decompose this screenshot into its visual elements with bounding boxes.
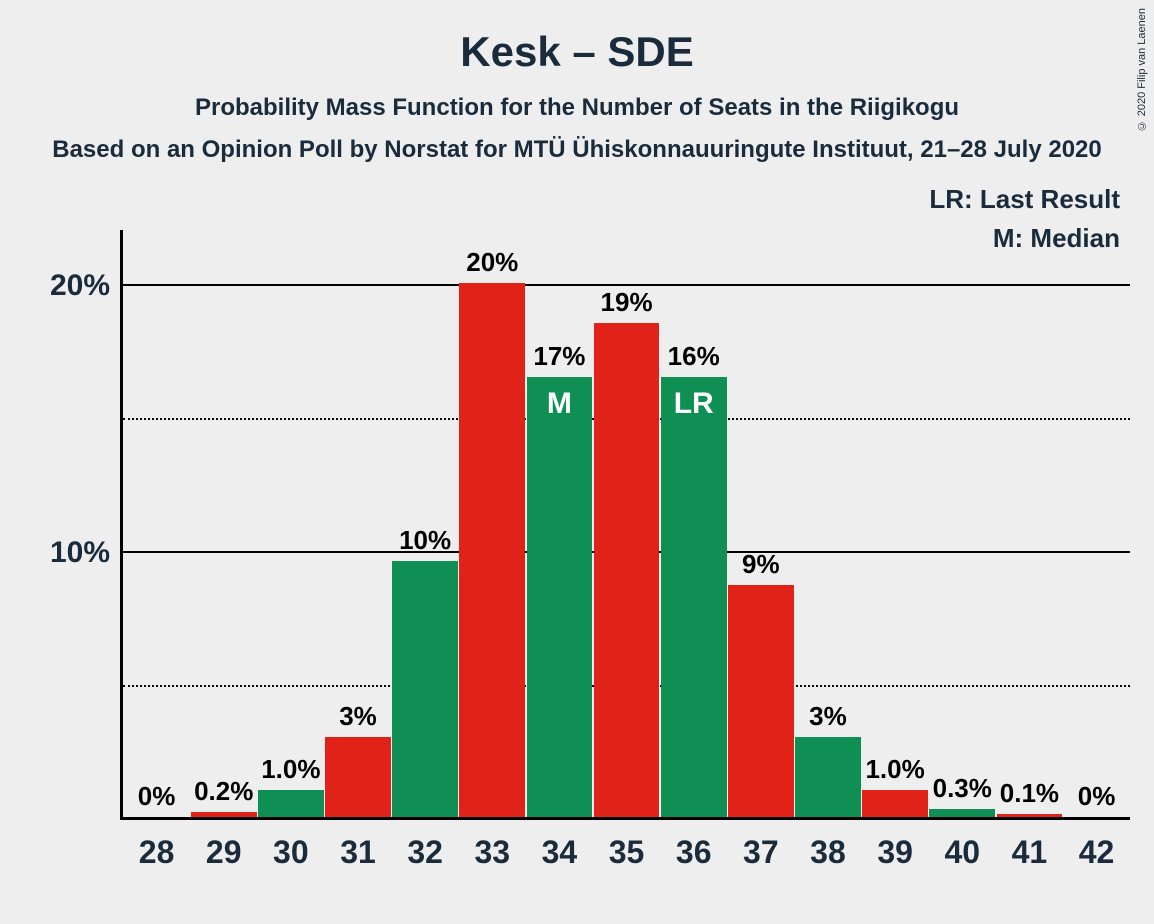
x-tick-label: 40: [929, 834, 996, 871]
y-tick-label: 10%: [50, 536, 110, 570]
bar-value-label: 1.0%: [865, 754, 924, 785]
bar: 19%: [594, 323, 660, 817]
chart-subtitle-1: Probability Mass Function for the Number…: [0, 94, 1154, 122]
x-tick-label: 28: [123, 834, 190, 871]
bar-value-label: 10%: [399, 525, 451, 556]
x-tick-label: 36: [660, 834, 727, 871]
legend-last-result: LR: Last Result: [929, 180, 1120, 219]
bar-slot: 3%: [324, 230, 391, 817]
bars-group: 0%0.2%1.0%3%10%20%17%M19%16%LR9%3%1.0%0.…: [123, 230, 1130, 817]
bar-value-label: 1.0%: [261, 754, 320, 785]
bar: 3%: [795, 737, 861, 817]
x-tick-label: 35: [593, 834, 660, 871]
bar: 20%: [459, 283, 525, 817]
x-tick-label: 33: [459, 834, 526, 871]
x-tick-label: 29: [190, 834, 257, 871]
bar: 0.2%: [191, 812, 257, 817]
x-tick-label: 34: [526, 834, 593, 871]
bar: 3%: [325, 737, 391, 817]
plot-area: 0%0.2%1.0%3%10%20%17%M19%16%LR9%3%1.0%0.…: [120, 230, 1130, 820]
bar-slot: 9%: [727, 230, 794, 817]
x-tick-labels: 282930313233343536373839404142: [123, 834, 1130, 871]
bar-slot: 3%: [794, 230, 861, 817]
x-tick-label: 32: [392, 834, 459, 871]
bar-slot: 0.2%: [190, 230, 257, 817]
x-tick-label: 37: [727, 834, 794, 871]
chart-title: Kesk – SDE: [0, 0, 1154, 76]
bar: 1.0%: [258, 790, 324, 817]
bar-value-label: 17%: [533, 341, 585, 372]
bar-slot: 0.3%: [929, 230, 996, 817]
bar-slot: 19%: [593, 230, 660, 817]
bar: 1.0%: [862, 790, 928, 817]
x-tick-label: 39: [862, 834, 929, 871]
bar-slot: 1.0%: [862, 230, 929, 817]
bar-slot: 17% M: [526, 230, 593, 817]
y-tick-label: 20%: [50, 269, 110, 303]
bar: 16%LR: [661, 377, 727, 817]
bar-slot: 0.1%: [996, 230, 1063, 817]
bar-value-label: 0.1%: [1000, 778, 1059, 809]
bar-value-label: 0%: [138, 781, 176, 812]
bar-slot: 16% LR: [660, 230, 727, 817]
bar-value-label: 0.2%: [194, 776, 253, 807]
bar-value-label: 0%: [1078, 781, 1116, 812]
bar-marker-label: M: [547, 387, 572, 421]
chart-subtitle-2: Based on an Opinion Poll by Norstat for …: [0, 136, 1154, 164]
bar-value-label: 0.3%: [933, 773, 992, 804]
copyright-text: © 2020 Filip van Laenen: [1136, 8, 1148, 131]
bar: 17%M: [527, 377, 593, 817]
bar-value-label: 3%: [809, 701, 847, 732]
x-axis: [120, 817, 1130, 820]
bar: 9%: [728, 585, 794, 817]
bar-value-label: 9%: [742, 549, 780, 580]
bar-slot: 0%: [123, 230, 190, 817]
bar-slot: 1.0%: [257, 230, 324, 817]
x-tick-label: 41: [996, 834, 1063, 871]
bar-value-label: 19%: [601, 287, 653, 318]
bar-value-label: 20%: [466, 247, 518, 278]
chart-container: LR: Last Result M: Median 0%0.2%1.0%3%10…: [120, 180, 1130, 820]
x-tick-label: 31: [324, 834, 391, 871]
x-tick-label: 38: [794, 834, 861, 871]
bar-slot: 10%: [392, 230, 459, 817]
bar-slot: 0%: [1063, 230, 1130, 817]
x-tick-label: 30: [257, 834, 324, 871]
bar-value-label: 16%: [668, 341, 720, 372]
bar: 10%: [392, 561, 458, 817]
bar-marker-label: LR: [674, 387, 714, 421]
bar-value-label: 3%: [339, 701, 377, 732]
bar: 0.1%: [997, 814, 1063, 817]
bar-slot: 20%: [459, 230, 526, 817]
x-tick-label: 42: [1063, 834, 1130, 871]
bar: 0.3%: [929, 809, 995, 817]
